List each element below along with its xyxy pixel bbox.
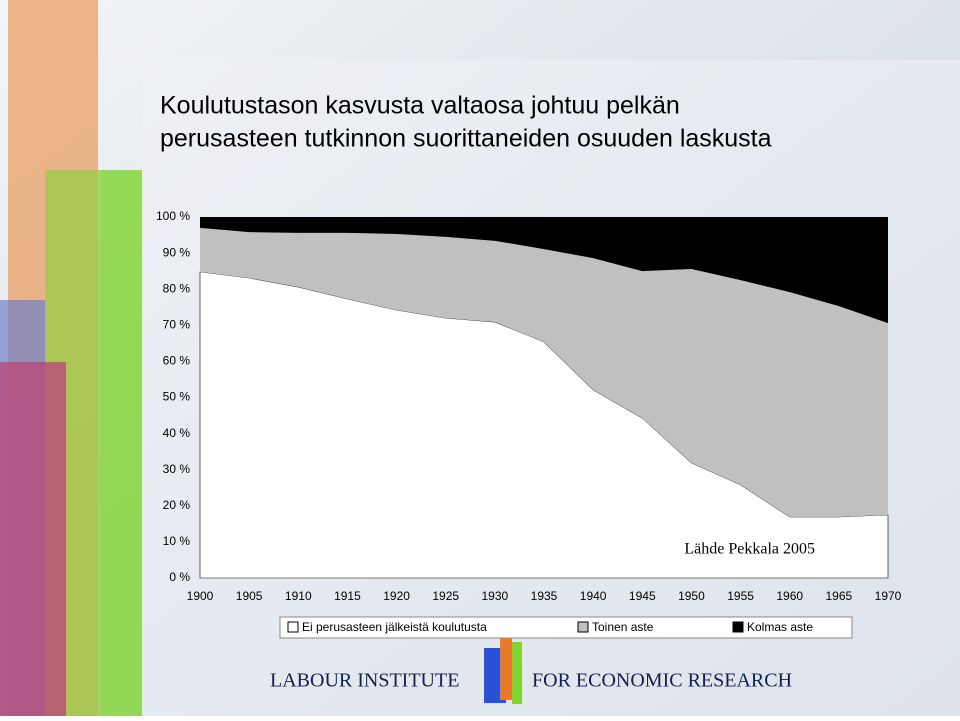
legend-label: Ei perusasteen jälkeistä koulutusta [302,620,487,634]
x-tick-label: 1905 [236,589,263,603]
x-tick-label: 1940 [580,589,607,603]
legend-label: Toinen aste [592,620,654,634]
y-tick-label: 10 % [163,534,191,548]
logo [500,638,512,700]
area [200,217,888,324]
x-tick-label: 1935 [531,589,558,603]
x-tick-label: 1915 [334,589,361,603]
x-tick-label: 1900 [187,589,214,603]
legend: Ei perusasteen jälkeistä koulutusta Toine… [287,620,813,634]
x-tick-label: 1910 [285,589,312,603]
y-tick-label: 60 % [163,354,191,368]
plot: 0 % 10 % 20 % 30 % 40 % 50 % 60 % 70 % 80 % 90 % 1… [156,209,902,603]
y-tick-label: 40 % [163,426,191,440]
y-tick-label: 70 % [163,317,191,331]
legend-swatch [732,621,744,633]
title: perusasteen tutkinnon suorittaneiden osu… [160,125,772,153]
logo [512,642,522,704]
x-tick-label: 1960 [776,589,803,603]
y-tick-label: 30 % [163,462,191,476]
x-tick-label: 1970 [875,589,902,603]
legend-label: Kolmas aste [747,620,813,634]
annotation: Lähde Pekkala 2005 [684,541,815,558]
footer-right: FOR ECONOMIC RESEARCH [532,670,792,692]
x-tick-label: 1925 [432,589,459,603]
footer-left: LABOUR INSTITUTE [270,670,459,692]
stripe [0,362,66,716]
x-tick-label: 1965 [826,589,853,603]
x-tick-label: 1920 [383,589,410,603]
x-tick-label: 1945 [629,589,656,603]
x-tick-label: 1955 [727,589,754,603]
legend-swatch [577,621,589,633]
x-tick-label: 1930 [482,589,509,603]
y-tick-label: 50 % [163,390,191,404]
legend-box [279,616,853,639]
y-tick-label: 0 % [169,570,190,584]
title: Koulutustason kasvusta valtaosa johtuu p… [160,92,680,120]
area [200,227,888,517]
y-tick-label: 90 % [163,245,191,259]
x-tick-label: 1950 [678,589,705,603]
y-tick-label: 80 % [163,281,191,295]
stripe [100,170,142,716]
y-tick-label: 100 % [156,209,190,223]
legend-swatch [287,621,299,633]
y-tick-label: 20 % [163,498,191,512]
